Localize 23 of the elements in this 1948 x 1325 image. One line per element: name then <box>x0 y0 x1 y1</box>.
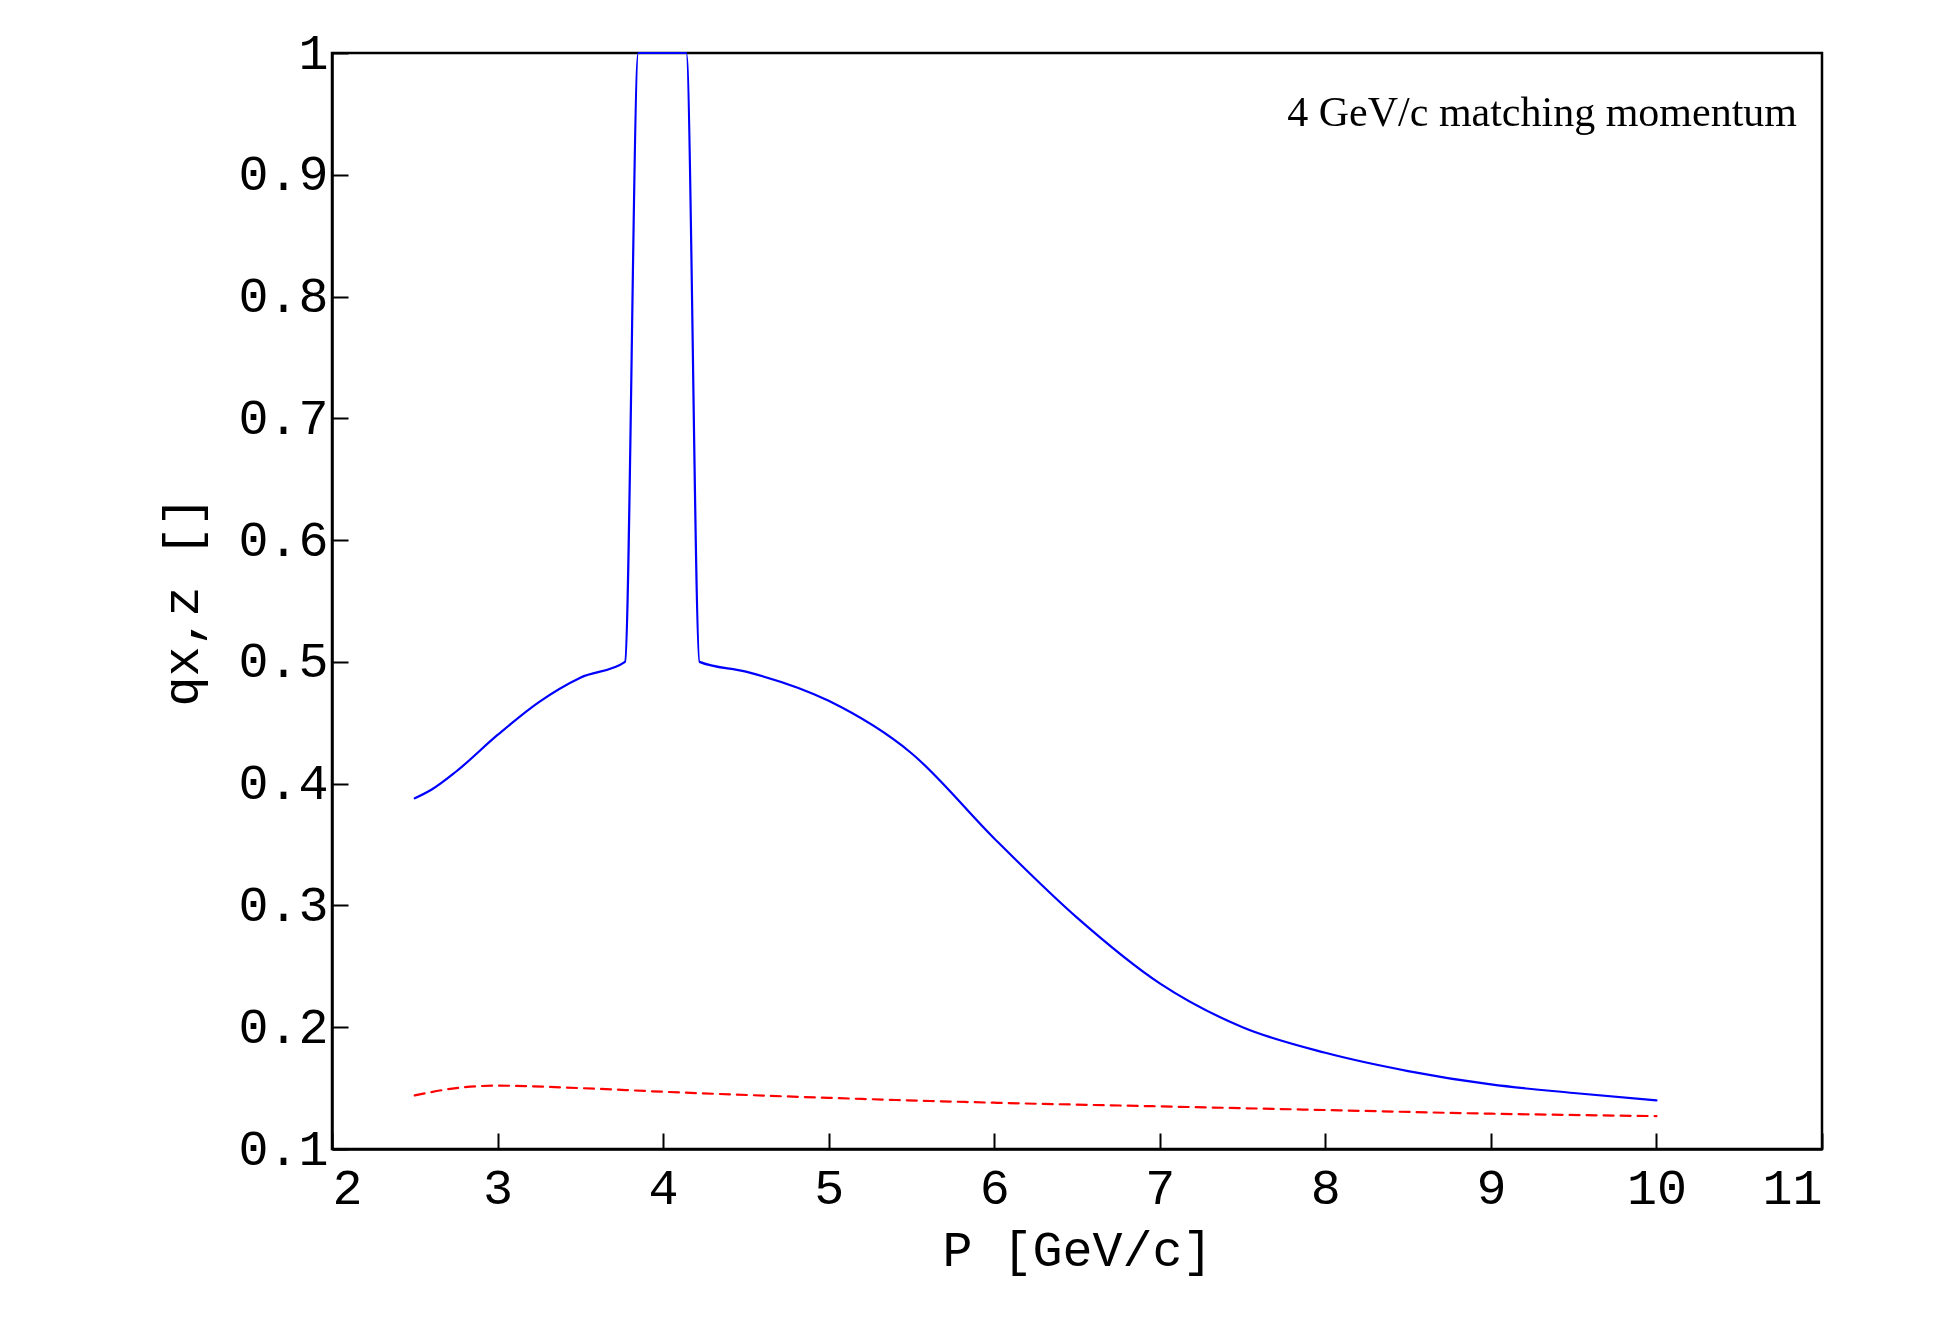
y-tick-label: 0.8 <box>238 270 329 328</box>
y-tick-label: 0.6 <box>238 513 329 571</box>
x-tick-label: 2 <box>332 1161 363 1219</box>
annotation: 4 GeV/c matching momentum <box>1287 89 1798 135</box>
x-tick-label: 9 <box>1476 1161 1507 1219</box>
x-tick-label: 5 <box>814 1161 845 1219</box>
x-tick-label: 8 <box>1310 1161 1341 1219</box>
y-axis-title: qx,z [] <box>156 496 214 707</box>
x-tick-label: 4 <box>648 1161 679 1219</box>
x-tick-label: 3 <box>483 1161 514 1219</box>
x-tick-label: 6 <box>979 1161 1010 1219</box>
y-tick-label: 0.2 <box>238 1000 329 1058</box>
y-tick-label: 0.7 <box>238 391 329 449</box>
y-tick-label: 0.3 <box>238 878 329 936</box>
x-tick-label: 7 <box>1145 1161 1176 1219</box>
y-tick-label: 1 <box>298 26 329 84</box>
y-tick-label: 0.4 <box>238 757 329 815</box>
y-tick-label: 0.9 <box>238 148 329 206</box>
y-tick-label: 0.1 <box>238 1122 329 1180</box>
x-tick-label: 10 <box>1626 1161 1687 1219</box>
x-tick-label: 11 <box>1762 1161 1823 1219</box>
x-axis-title: P [GeV/c] <box>942 1223 1213 1281</box>
y-tick-label: 0.5 <box>238 635 329 693</box>
